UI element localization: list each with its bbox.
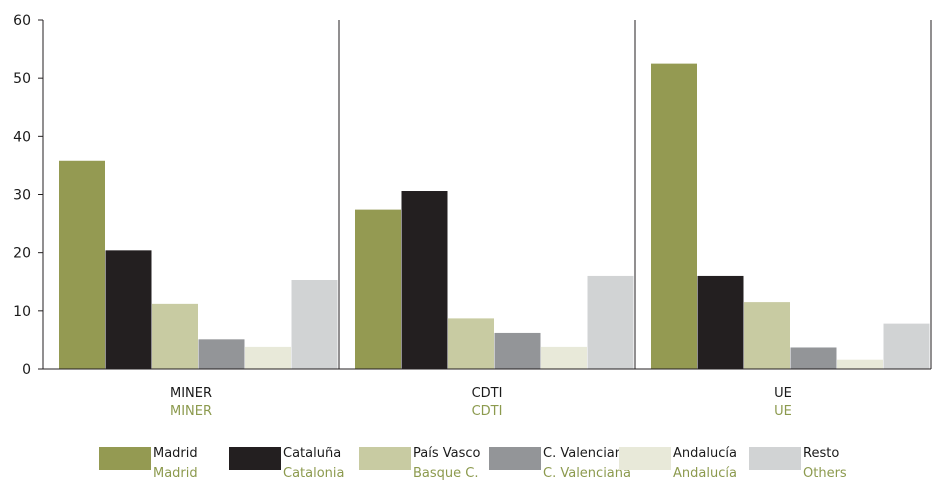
legend-label: País Vasco <box>413 446 481 461</box>
bars <box>59 63 930 369</box>
bar-miner-4 <box>245 346 291 369</box>
legend-label: C. Valenciana <box>543 446 631 461</box>
y-tick-label: 40 <box>13 129 31 145</box>
bar-cdti-3 <box>494 332 541 369</box>
legend-label-en: Others <box>803 466 847 481</box>
legend-swatch <box>489 447 541 470</box>
bar-ue-5 <box>883 323 930 369</box>
bar-miner-2 <box>152 303 198 369</box>
legend-swatch <box>619 447 671 470</box>
legend-label: Resto <box>803 446 839 461</box>
legend-swatch <box>229 447 281 470</box>
bar-cdti-0 <box>355 209 401 369</box>
bar-cdti-4 <box>541 346 587 369</box>
bar-cdti-1 <box>401 191 448 369</box>
legend-label-en: Catalonia <box>283 466 345 481</box>
legend-swatch <box>99 447 151 470</box>
legend-label: Cataluña <box>283 446 341 461</box>
y-tick-label: 30 <box>13 188 31 204</box>
y-tick-label: 10 <box>13 304 31 320</box>
bar-miner-5 <box>291 280 338 369</box>
bar-ue-2 <box>744 302 790 369</box>
category-label: CDTI <box>472 386 503 401</box>
y-ticks: 0 10 20 30 40 50 60 <box>13 13 43 378</box>
legend-label-en: Basque C. <box>413 466 479 481</box>
legend-label-en: Andalucía <box>673 466 737 481</box>
bar-ue-3 <box>790 347 837 369</box>
legend-label-en: Madrid <box>153 466 198 481</box>
bar-miner-0 <box>59 160 105 369</box>
category-label: MINER <box>170 386 212 401</box>
bar-ue-0 <box>651 63 697 369</box>
legend-label: Madrid <box>153 446 198 461</box>
y-tick-label: 60 <box>13 13 31 29</box>
y-tick-label: 20 <box>13 246 31 262</box>
legend-label-en: C. Valenciana <box>543 466 631 481</box>
category-label-en: MINER <box>170 404 212 419</box>
y-tick-label: 50 <box>13 71 31 87</box>
legend: Madrid Madrid Cataluña Catalonia País Vasco B… <box>99 446 847 481</box>
legend-label: Andalucía <box>673 446 737 461</box>
bar-ue-4 <box>837 359 883 369</box>
bar-cdti-2 <box>448 318 494 369</box>
bar-miner-3 <box>198 339 245 369</box>
bar-miner-1 <box>105 250 152 369</box>
category-label-en: UE <box>774 404 792 419</box>
category-label: UE <box>774 386 792 401</box>
bar-ue-1 <box>697 275 744 369</box>
legend-swatch <box>749 447 801 470</box>
bar-cdti-5 <box>587 275 634 369</box>
legend-swatch <box>359 447 411 470</box>
y-tick-label: 0 <box>22 362 31 378</box>
category-labels: MINER MINER CDTI CDTI UE UE <box>170 386 792 419</box>
category-label-en: CDTI <box>472 404 503 419</box>
